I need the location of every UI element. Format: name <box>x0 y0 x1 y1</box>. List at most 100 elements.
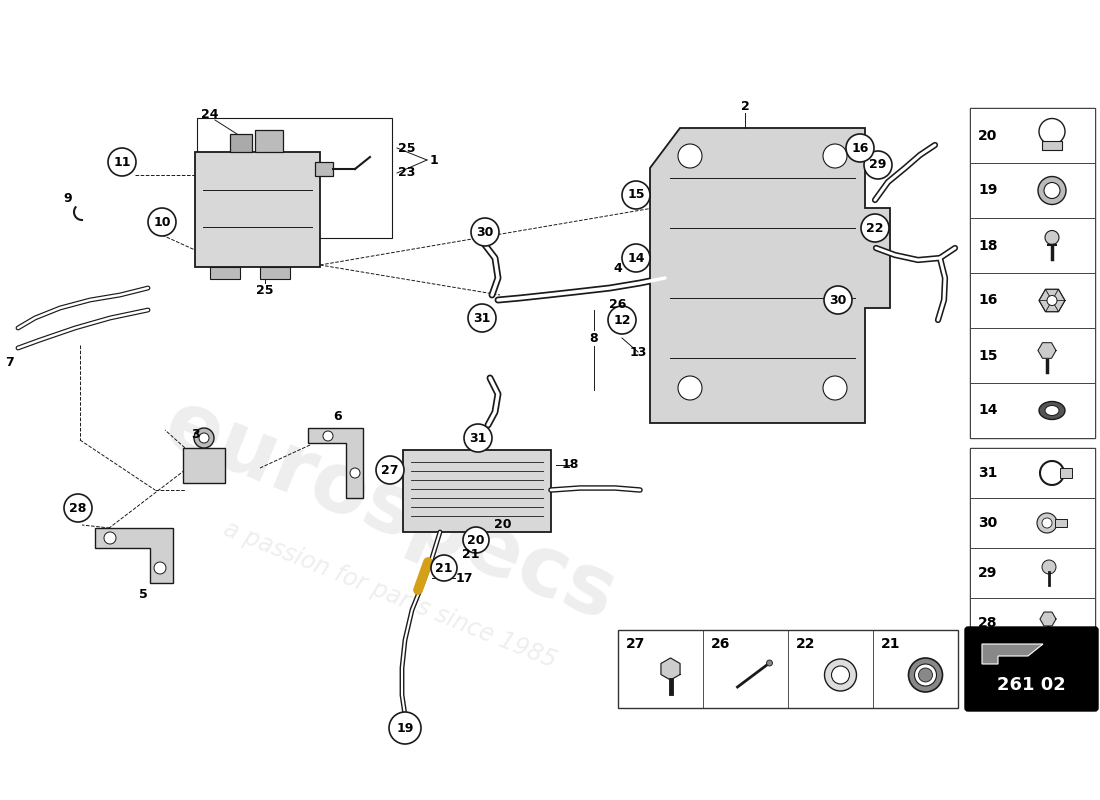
Polygon shape <box>1045 301 1058 312</box>
Circle shape <box>350 468 360 478</box>
Polygon shape <box>1038 342 1056 358</box>
Text: 6: 6 <box>333 410 342 422</box>
Bar <box>970 383 1094 438</box>
Text: 16: 16 <box>978 294 998 307</box>
Text: 19: 19 <box>396 722 414 734</box>
Bar <box>1060 468 1072 478</box>
Circle shape <box>767 660 772 666</box>
Polygon shape <box>1052 301 1065 312</box>
Circle shape <box>823 144 847 168</box>
Bar <box>618 630 958 708</box>
Polygon shape <box>95 528 173 583</box>
Circle shape <box>864 151 892 179</box>
Ellipse shape <box>1045 406 1059 415</box>
Text: 15: 15 <box>978 349 998 362</box>
Text: 16: 16 <box>851 142 869 154</box>
FancyBboxPatch shape <box>965 627 1098 711</box>
Bar <box>197 118 392 238</box>
Circle shape <box>1044 182 1060 198</box>
Text: 26: 26 <box>711 637 730 651</box>
Text: 3: 3 <box>190 429 199 442</box>
Circle shape <box>1038 177 1066 205</box>
Text: a passion for parts since 1985: a passion for parts since 1985 <box>220 517 560 673</box>
Polygon shape <box>1040 301 1052 312</box>
Circle shape <box>376 456 404 484</box>
Circle shape <box>918 668 933 682</box>
Text: eurospecs: eurospecs <box>153 382 628 638</box>
Text: 30: 30 <box>476 226 494 238</box>
Circle shape <box>199 433 209 443</box>
Polygon shape <box>650 128 890 423</box>
Polygon shape <box>1040 290 1052 301</box>
Text: 12: 12 <box>614 314 630 326</box>
Polygon shape <box>661 658 680 680</box>
Circle shape <box>621 181 650 209</box>
Circle shape <box>1042 560 1056 574</box>
Text: 4: 4 <box>614 262 623 274</box>
Circle shape <box>832 666 849 684</box>
Text: 25: 25 <box>398 142 416 154</box>
Bar <box>970 108 1094 438</box>
Circle shape <box>824 286 852 314</box>
Circle shape <box>846 134 874 162</box>
Text: 24: 24 <box>201 107 219 121</box>
Circle shape <box>148 208 176 236</box>
Text: 31: 31 <box>978 466 998 480</box>
Circle shape <box>909 658 943 692</box>
Circle shape <box>1042 518 1052 528</box>
Circle shape <box>678 376 702 400</box>
Text: 25: 25 <box>256 283 274 297</box>
Text: 22: 22 <box>867 222 883 234</box>
Circle shape <box>104 532 116 544</box>
Circle shape <box>1045 230 1059 245</box>
Text: 14: 14 <box>978 403 998 418</box>
Circle shape <box>323 431 333 441</box>
Text: 31: 31 <box>470 431 486 445</box>
Text: 20: 20 <box>468 534 485 546</box>
Bar <box>970 598 1094 648</box>
Circle shape <box>1047 295 1057 306</box>
Text: 29: 29 <box>869 158 887 171</box>
Text: 21: 21 <box>462 549 480 562</box>
Text: 8: 8 <box>590 331 598 345</box>
Circle shape <box>64 494 92 522</box>
Text: 26: 26 <box>609 298 627 311</box>
Text: 18: 18 <box>978 238 998 253</box>
Text: 10: 10 <box>153 215 170 229</box>
Bar <box>255 130 283 152</box>
Circle shape <box>463 527 490 553</box>
Text: 261 02: 261 02 <box>997 676 1066 694</box>
Text: 7: 7 <box>6 355 14 369</box>
Bar <box>1055 519 1067 527</box>
Bar <box>970 448 1094 498</box>
Text: 27: 27 <box>382 463 398 477</box>
Text: 31: 31 <box>473 311 491 325</box>
Circle shape <box>823 376 847 400</box>
Circle shape <box>108 148 136 176</box>
Text: 20: 20 <box>978 129 998 142</box>
Text: 30: 30 <box>829 294 847 306</box>
Bar <box>970 328 1094 383</box>
Text: 22: 22 <box>796 637 815 651</box>
Circle shape <box>678 144 702 168</box>
Text: 23: 23 <box>398 166 416 179</box>
Text: 13: 13 <box>629 346 647 358</box>
Bar <box>970 448 1094 648</box>
Text: 18: 18 <box>561 458 579 471</box>
Text: 11: 11 <box>113 155 131 169</box>
Bar <box>183 448 226 483</box>
Text: 28: 28 <box>978 616 998 630</box>
Circle shape <box>194 428 214 448</box>
Circle shape <box>464 424 492 452</box>
Bar <box>970 108 1094 163</box>
Circle shape <box>621 244 650 272</box>
Polygon shape <box>1040 612 1056 626</box>
Text: 17: 17 <box>456 571 473 585</box>
Text: 19: 19 <box>978 183 998 198</box>
Polygon shape <box>1052 290 1065 301</box>
Text: 21: 21 <box>436 562 453 574</box>
Bar <box>970 218 1094 273</box>
Bar <box>1042 141 1062 150</box>
Circle shape <box>1037 513 1057 533</box>
Polygon shape <box>308 428 363 498</box>
